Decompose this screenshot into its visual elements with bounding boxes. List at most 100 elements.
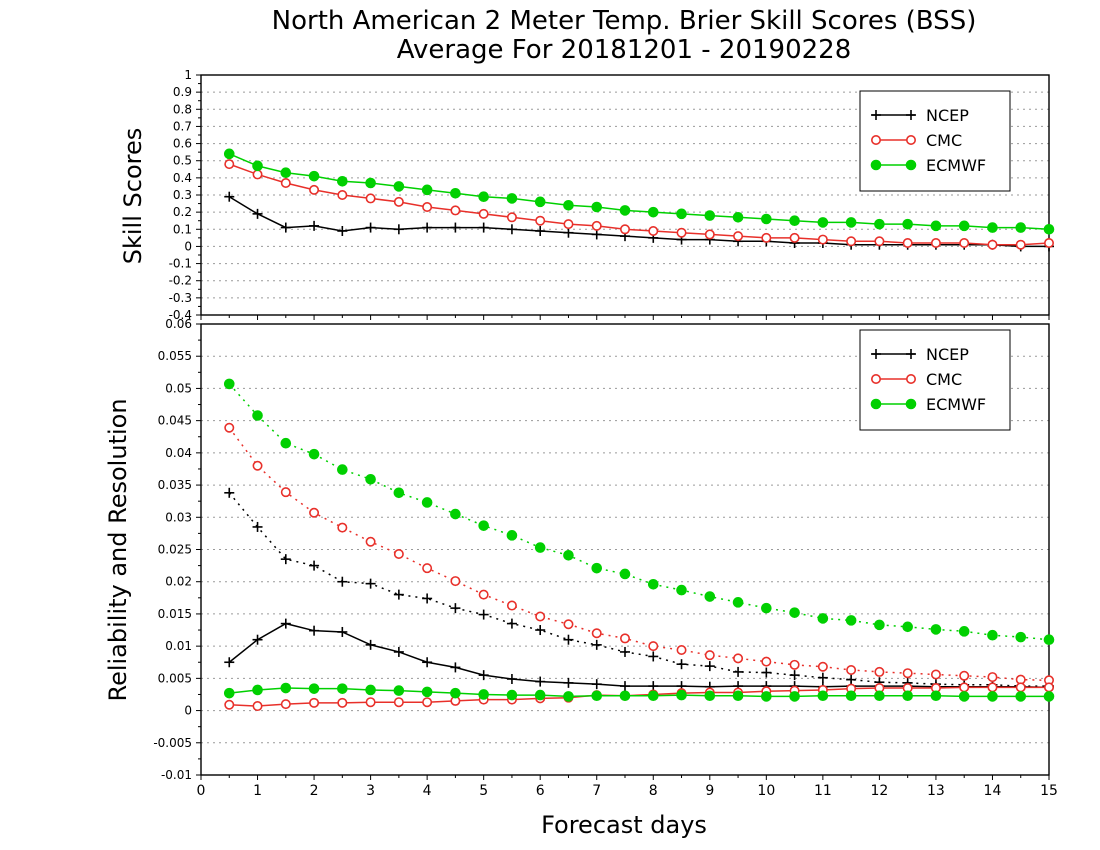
top-panel-cmc-point — [1044, 238, 1055, 249]
bottom-panel-ecmwf-point — [393, 685, 405, 696]
bottom-panel-y-tick-label: 0.05 — [165, 381, 192, 395]
bottom-panel-ecmwf-point — [619, 568, 631, 580]
top-panel-ecmwf-point — [1015, 222, 1027, 233]
top-panel-cmc-point — [761, 232, 772, 243]
x-tick-label: 2 — [310, 783, 319, 799]
bottom-panel-cmc-point — [422, 563, 433, 574]
top-panel-cmc-point — [422, 202, 433, 213]
bottom-panel-ecmwf-point — [563, 549, 574, 561]
bottom-panel-ecmwf-point — [337, 683, 348, 694]
bottom-panel-ecmwf-point — [563, 691, 574, 702]
bottom-panel-ncep-point — [252, 634, 263, 645]
top-panel-ecmwf-point — [874, 218, 885, 230]
bottom-panel-cmc-point — [619, 633, 630, 644]
top-panel-y-tick-label: 0.7 — [173, 119, 192, 133]
bottom-panel-ncep-point — [648, 651, 659, 662]
bottom-panel-y-tick-label: 0 — [184, 704, 192, 718]
bottom-panel-cmc-point — [365, 536, 376, 547]
bottom-panel-ecmwf-point — [845, 615, 857, 626]
bottom-panel-cmc-point — [987, 672, 998, 683]
bottom-panel-ncep-point — [393, 589, 404, 600]
bottom-panel-ncep-point — [591, 679, 602, 690]
top-panel-ncep-point — [422, 222, 433, 233]
top-panel-cmc-point — [874, 236, 885, 247]
bottom-panel-ecmwf-point — [930, 624, 942, 635]
top-panel-y-tick-label: 0.9 — [173, 85, 192, 99]
bottom-panel-ncep-point — [337, 576, 348, 587]
top-panel-y-tick-label: 0.5 — [173, 154, 192, 168]
bottom-panel-ecmwf-point — [1043, 634, 1055, 646]
bottom-panel-ncep-point — [620, 681, 630, 692]
top-panel-y-tick-label: 0.4 — [173, 171, 192, 185]
bottom-panel-ecmwf-point — [874, 619, 885, 631]
top-panel-cmc-point — [563, 219, 574, 230]
bottom-panel-ecmwf-point — [534, 542, 546, 553]
bottom-panel-ecmwf-point — [393, 487, 405, 499]
top-panel-y-tick-label: -0.3 — [169, 291, 192, 305]
bottom-panel-ecmwf-point — [761, 602, 772, 614]
bottom-panel-series-cmc-dotted — [224, 422, 1055, 686]
bottom-panel-y-tick-label: 0.025 — [158, 543, 192, 557]
bottom-panel-ncep-point — [365, 639, 376, 650]
bottom-panel-legend-marker-cmc — [870, 373, 881, 384]
top-panel-ncep-point — [563, 227, 574, 238]
bottom-panel-cmc-point — [535, 611, 546, 622]
bottom-panel-cmc-point — [252, 701, 263, 712]
top-panel-legend-marker-ecmwf — [905, 159, 917, 171]
top-panel-y-tick-label: -0.2 — [169, 274, 192, 288]
bottom-panel-ncep-point — [761, 667, 772, 678]
top-panel-ecmwf-point — [478, 191, 489, 203]
top-panel-cmc-point — [676, 227, 687, 238]
top-panel-legend-marker-cmc — [870, 135, 881, 146]
top-panel-ecmwf-point — [223, 148, 235, 160]
top-panel-ecmwf-point — [365, 177, 376, 189]
top-panel-y-tick-label: 0 — [184, 239, 192, 253]
top-panel-cmc-point — [959, 238, 970, 249]
top-panel-ncep-point — [535, 226, 546, 236]
top-panel-y-tick-label: 0.1 — [173, 222, 192, 236]
top-panel-ncep-point — [309, 220, 320, 231]
bottom-panel-ecmwf-point — [1015, 691, 1027, 702]
bottom-panel-cmc-point — [450, 576, 461, 587]
x-tick-label: 13 — [927, 783, 945, 799]
bottom-panel-ecmwf-point — [789, 691, 800, 702]
bottom-panel-ecmwf-point — [252, 684, 263, 696]
bottom-panel-cmc-point — [478, 589, 489, 600]
bottom-panel-ecmwf-point — [223, 378, 235, 390]
bottom-panel-ncep-point — [252, 521, 263, 532]
bottom-panel-ecmwf-point — [732, 690, 744, 702]
top-panel-cmc-point — [591, 220, 602, 231]
bottom-panel-series-ncep-dotted — [224, 487, 1054, 692]
top-panel-series-cmc-solid — [224, 159, 1055, 250]
bottom-panel-cmc-point — [704, 650, 715, 661]
bottom-panel-ncep-point — [422, 657, 433, 668]
bottom-panel-frame — [200, 323, 1050, 776]
top-panel-ncep-point — [280, 222, 291, 233]
bottom-panel-series-ncep-solid — [224, 618, 1054, 693]
bottom-panel-y-tick-label: 0.015 — [158, 607, 192, 621]
bottom-panel-cmc-point — [422, 697, 433, 708]
bottom-panel-ecmwf-point — [308, 683, 320, 694]
bottom-panel-ecmwf-point — [619, 690, 631, 702]
bottom-panel-legend-label-cmc: CMC — [926, 370, 962, 389]
bottom-panel-cmc-point — [309, 697, 320, 708]
bottom-panel-y-tick-label: 0.035 — [158, 478, 192, 492]
x-tick-label: 9 — [705, 783, 714, 799]
bottom-panel-ecmwf-point — [647, 690, 659, 702]
top-panel-cmc-point — [224, 159, 235, 170]
bottom-panel-ncep-point — [789, 670, 800, 681]
bottom-panel-ncep-point — [506, 674, 517, 685]
bottom-panel-cmc-point — [1044, 682, 1055, 693]
bottom-panel-ncep-point — [450, 603, 461, 614]
bottom-panel-y-tick-label: 0.01 — [165, 639, 192, 653]
top-panel-ncep-point — [591, 229, 602, 240]
bottom-panel-ecmwf-point — [308, 448, 320, 460]
chart-title-line2: Average For 20181201 - 20190228 — [397, 35, 852, 65]
bottom-panel-ecmwf-line — [229, 687, 1049, 698]
bottom-panel-ecmwf-point — [591, 562, 603, 574]
top-panel-ecmwf-point — [817, 217, 829, 228]
top-panel-y-tick-label: -0.4 — [169, 308, 192, 322]
bottom-panel-cmc-point — [591, 628, 602, 639]
bottom-panel-y-tick-label: 0.045 — [158, 414, 192, 428]
